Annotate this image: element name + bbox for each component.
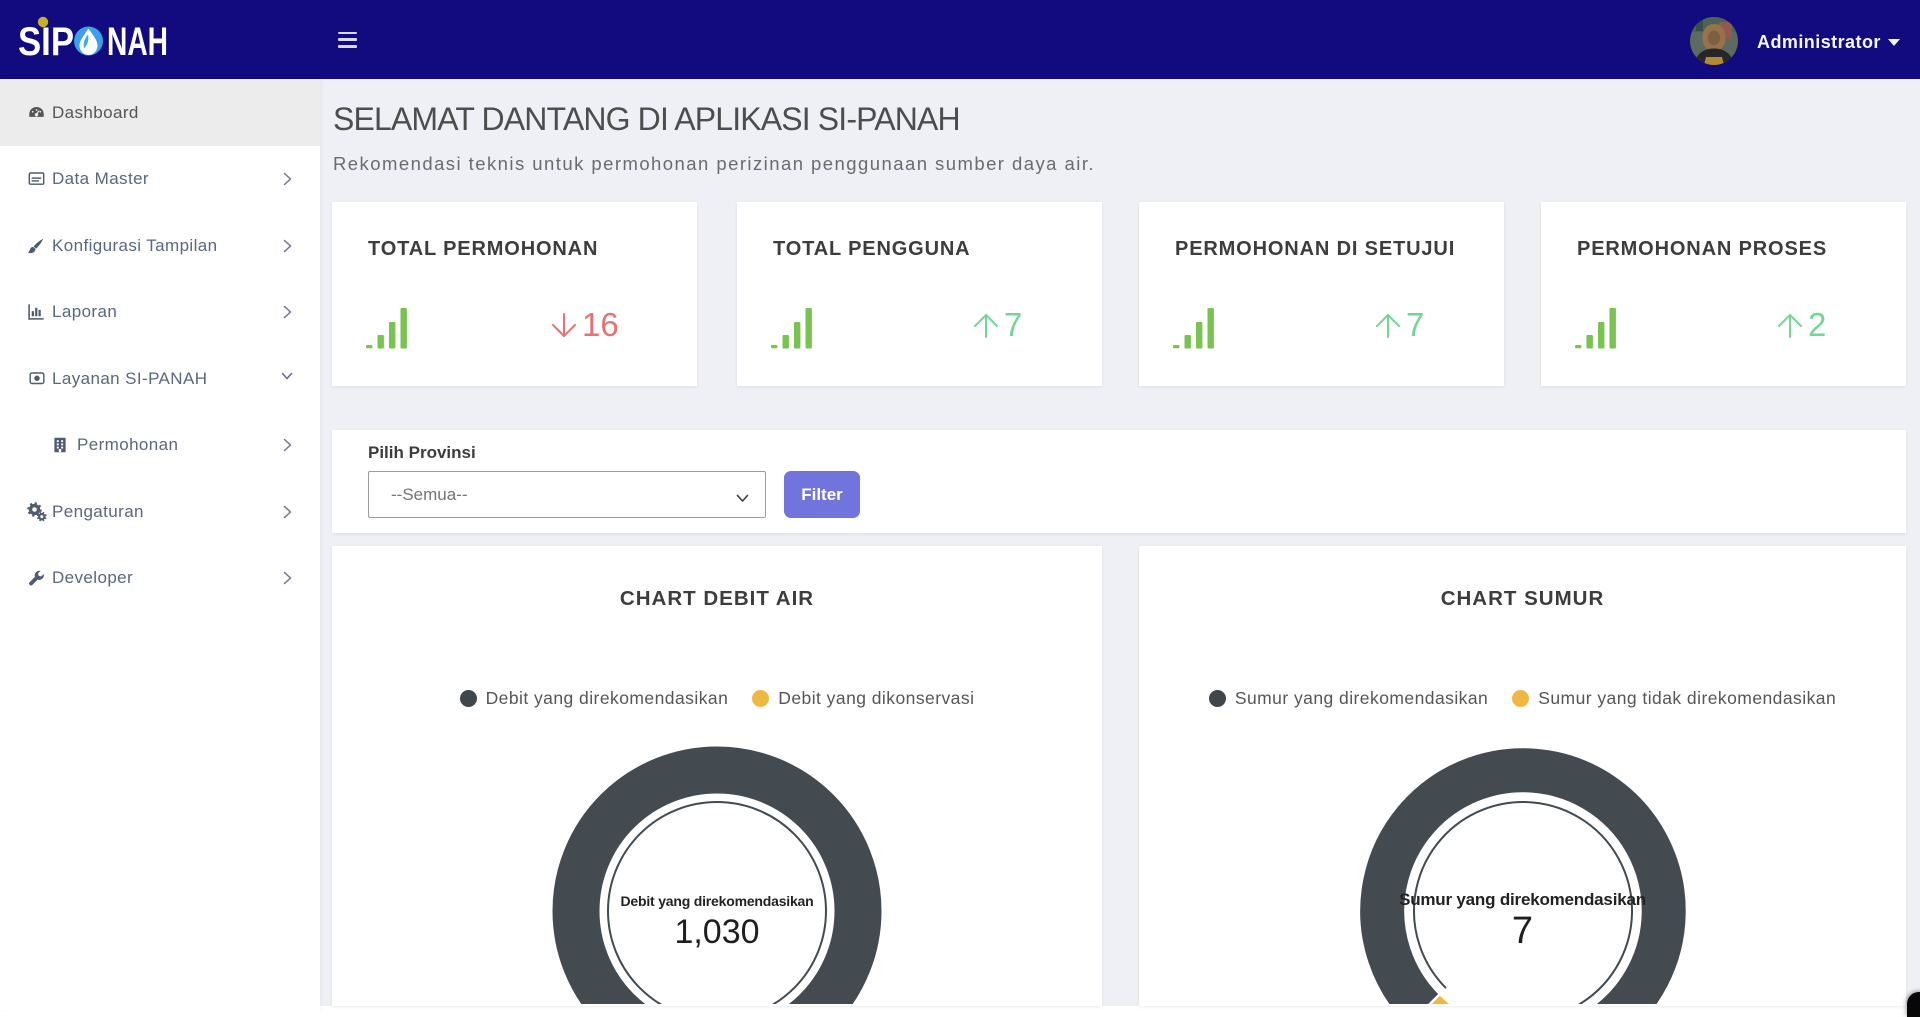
svg-text:SIP: SIP — [18, 20, 74, 64]
svg-text:NAH: NAH — [107, 20, 168, 64]
